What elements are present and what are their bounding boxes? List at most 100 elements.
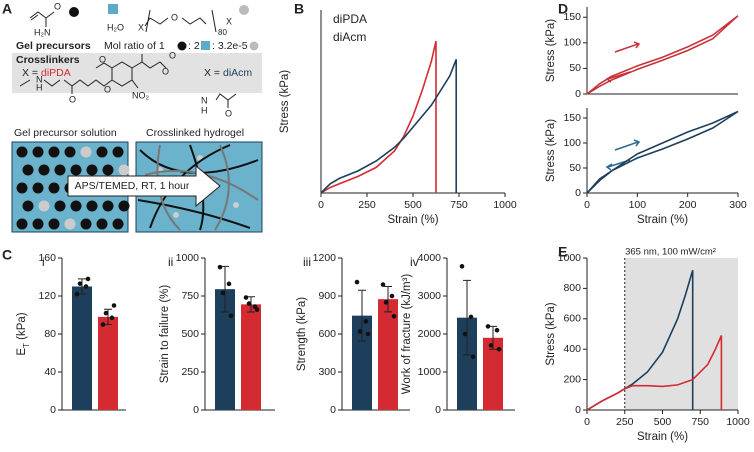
data-point	[85, 276, 91, 282]
data-point	[243, 295, 249, 300]
particle	[38, 164, 50, 176]
error-bar	[104, 308, 112, 325]
text: diAcm	[223, 67, 252, 79]
bar	[378, 299, 398, 410]
bar	[215, 289, 235, 410]
data-point	[103, 310, 109, 316]
error-bar	[221, 265, 229, 313]
y-axis-label: Strength (kPa)	[296, 297, 308, 371]
particle	[16, 146, 28, 158]
subtitle: iii	[303, 255, 311, 269]
data-point	[391, 313, 397, 319]
text: Strength (kPa)	[296, 297, 308, 371]
atom: O	[225, 108, 232, 118]
x-tick-label: 100	[629, 199, 647, 211]
text: Stress (kPa)	[545, 119, 557, 182]
particle	[32, 218, 44, 230]
atom: N	[36, 74, 43, 84]
atom: O	[99, 54, 106, 64]
data-point	[228, 313, 234, 319]
data-point	[459, 264, 465, 269]
gray-particle	[80, 146, 92, 158]
y-tick-label: 1000	[558, 252, 582, 264]
data-point	[246, 301, 252, 306]
particle	[86, 200, 98, 212]
data-point	[254, 307, 260, 312]
icon-circle	[239, 5, 249, 15]
particle	[48, 218, 60, 230]
panel-label: E	[558, 244, 567, 260]
particle	[54, 164, 66, 176]
panel-label: B	[294, 1, 304, 17]
y-axis-label: Work of fracture (kJ/m³)	[401, 274, 413, 395]
atom: N	[201, 95, 208, 105]
particle	[32, 182, 44, 194]
y-tick-label: 150	[563, 112, 581, 124]
y-axis-label: ET (kPa)	[16, 312, 31, 355]
crosslinker-label: X = diAcm	[204, 67, 252, 79]
bar	[352, 315, 372, 410]
y-tick-label: 300	[318, 366, 336, 378]
error-bar	[384, 286, 392, 313]
y-tick-label: 4000	[418, 252, 442, 264]
line-series	[586, 335, 723, 411]
y-tick-label: 3000	[418, 290, 442, 302]
particle	[96, 218, 108, 230]
y-tick-label: 100	[563, 137, 581, 149]
subtitle: ii	[168, 255, 173, 269]
y-tick-label: 120	[38, 290, 56, 302]
gray-particle	[118, 164, 130, 176]
y-tick-label: 900	[318, 290, 336, 302]
data-point	[389, 293, 395, 299]
x-tick-label: 200	[679, 199, 697, 211]
data-point	[380, 282, 386, 287]
x-tick-label: 250	[616, 416, 634, 428]
y-tick-label: 0	[193, 404, 199, 416]
particle	[118, 200, 130, 212]
atom: O	[54, 1, 61, 11]
particle	[48, 146, 60, 158]
error-bar	[78, 278, 86, 295]
x-tick-label: 750	[450, 199, 468, 211]
text: T	[22, 343, 31, 348]
y-axis-label: Stress (kPa)	[545, 302, 557, 365]
y-tick-label: 0	[575, 404, 581, 416]
heading: Gel precursor solution	[14, 127, 117, 139]
crosslinker-label: X = diPDA	[22, 67, 71, 79]
y-tick-label: 750	[181, 290, 199, 302]
atom: X	[226, 16, 232, 26]
x-tick-label: 0	[584, 416, 590, 428]
atom: H₂N	[34, 27, 51, 37]
particle	[54, 200, 66, 212]
y-tick-label: 160	[38, 252, 56, 264]
data-point	[496, 346, 502, 352]
data-point	[77, 281, 83, 286]
x-tick-label: 1000	[726, 416, 750, 428]
icon-circle	[249, 41, 259, 51]
y-tick-label: 150	[563, 11, 581, 23]
data-point	[383, 300, 389, 305]
atom: H	[201, 105, 208, 115]
panel-label: D	[558, 1, 568, 17]
heading: Gel precursors	[16, 40, 91, 52]
annotation: 365 nm, 100 mW/cm²	[625, 247, 716, 258]
particle	[80, 218, 92, 230]
y-axis-label: Stress (kPa)	[545, 19, 557, 82]
ratio-text: : 3.2e-5	[212, 40, 248, 52]
text: E	[16, 348, 28, 356]
text: diPDA	[41, 67, 71, 79]
crosslink	[233, 202, 239, 208]
data-point	[83, 284, 89, 289]
y-tick-label: 400	[563, 343, 581, 355]
y-tick-label: 250	[181, 366, 199, 378]
icon-square	[108, 4, 118, 14]
shaded-region	[624, 258, 738, 410]
line-series	[586, 15, 739, 95]
icon-circle	[177, 41, 187, 51]
x-tick-label: 750	[691, 416, 709, 428]
legend-label: diPDA	[333, 12, 367, 26]
particle	[48, 182, 60, 194]
bar	[241, 304, 261, 410]
y-tick-label: 1000	[418, 366, 442, 378]
